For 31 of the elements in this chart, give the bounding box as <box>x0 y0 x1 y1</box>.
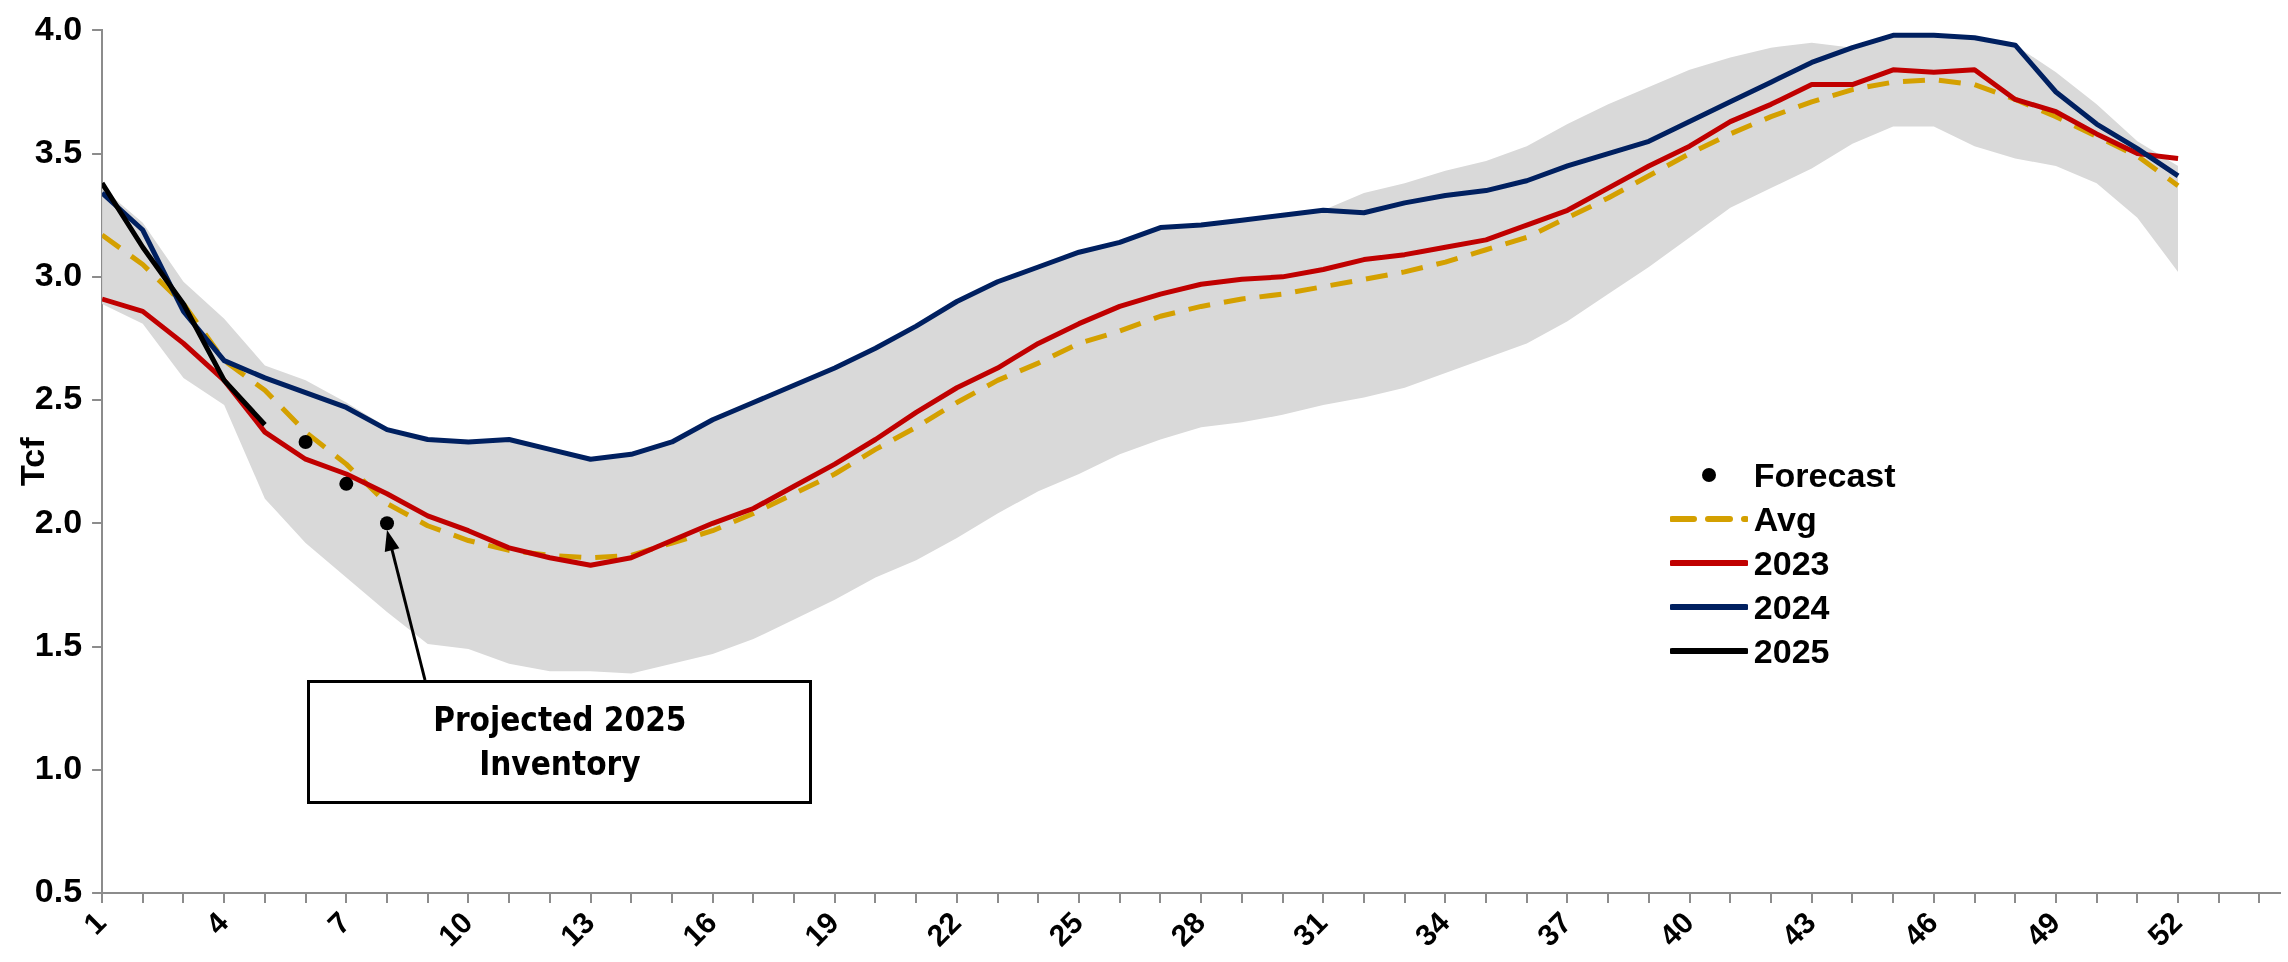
x-tick-label: 28 <box>1164 905 1212 953</box>
legend-label: 2025 <box>1753 631 1830 671</box>
y-axis-title: Tcf <box>12 436 51 486</box>
y-tick-label: 4.0 <box>34 8 83 47</box>
y-tick-label: 2.0 <box>34 501 83 540</box>
y-tick-label: 3.0 <box>34 255 83 294</box>
x-tick-label: 52 <box>2141 905 2189 953</box>
annotation: Projected 2025 Inventory <box>307 680 813 805</box>
x-tick-label: 10 <box>431 905 479 953</box>
legend-label: 2024 <box>1753 587 1830 627</box>
x-tick-label: 43 <box>1774 905 1822 953</box>
legend-label: Avg <box>1753 499 1817 539</box>
y-tick-label: 2.5 <box>34 378 83 417</box>
legend-label: 2023 <box>1753 543 1830 583</box>
x-tick-label: 19 <box>797 905 845 953</box>
legend-label: Forecast <box>1753 455 1896 495</box>
x-tick-label: 49 <box>2019 905 2067 953</box>
y-tick-label: 1.0 <box>34 748 83 787</box>
x-tick-label: 40 <box>1652 905 1700 953</box>
x-tick-label: 22 <box>920 905 967 953</box>
x-tick-label: 16 <box>675 905 723 953</box>
y-tick-label: 1.5 <box>34 624 83 663</box>
x-tick-label: 34 <box>1408 905 1456 953</box>
x-tick-label: 4 <box>199 905 235 941</box>
x-tick-label: 25 <box>1042 905 1090 953</box>
x-tick-label: 31 <box>1286 905 1334 953</box>
x-tick-label: 7 <box>321 905 357 941</box>
y-tick-label: 3.5 <box>34 132 83 170</box>
x-tick-label: 46 <box>1896 905 1944 953</box>
x-tick-label: 37 <box>1530 905 1578 953</box>
x-tick-label: 13 <box>553 905 601 953</box>
